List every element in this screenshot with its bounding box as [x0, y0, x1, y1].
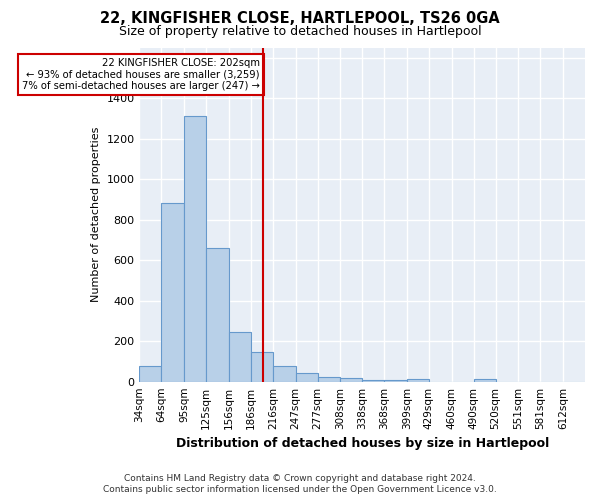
- Bar: [184, 116, 206, 382]
- Bar: [362, 380, 384, 382]
- X-axis label: Distribution of detached houses by size in Hartlepool: Distribution of detached houses by size …: [176, 437, 549, 450]
- Text: Contains HM Land Registry data © Crown copyright and database right 2024.
Contai: Contains HM Land Registry data © Crown c…: [103, 474, 497, 494]
- Bar: [229, 332, 251, 382]
- Bar: [296, 372, 317, 382]
- Bar: [139, 366, 161, 382]
- Bar: [273, 366, 296, 382]
- Text: Size of property relative to detached houses in Hartlepool: Size of property relative to detached ho…: [119, 25, 481, 38]
- Bar: [206, 248, 229, 382]
- Text: 22, KINGFISHER CLOSE, HARTLEPOOL, TS26 0GA: 22, KINGFISHER CLOSE, HARTLEPOOL, TS26 0…: [100, 11, 500, 26]
- Bar: [161, 204, 184, 382]
- Bar: [384, 380, 407, 382]
- Bar: [317, 376, 340, 382]
- Bar: [340, 378, 362, 382]
- Bar: [473, 380, 496, 382]
- Text: 22 KINGFISHER CLOSE: 202sqm
← 93% of detached houses are smaller (3,259)
7% of s: 22 KINGFISHER CLOSE: 202sqm ← 93% of det…: [22, 58, 260, 91]
- Bar: [251, 352, 273, 382]
- Bar: [407, 378, 429, 382]
- Y-axis label: Number of detached properties: Number of detached properties: [91, 127, 101, 302]
